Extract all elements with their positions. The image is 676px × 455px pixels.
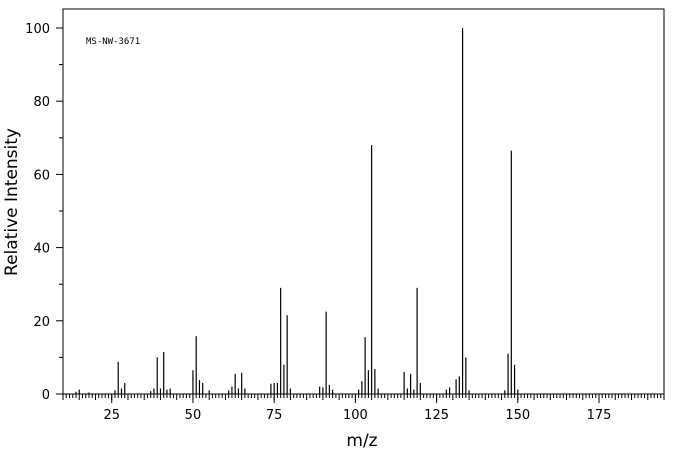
x-minor-ticks [62, 394, 665, 400]
spectrum-peaks [75, 28, 519, 394]
y-tick-label: 20 [33, 315, 50, 330]
y-axis-title: Relative Intensity [2, 128, 22, 276]
x-tick-label: 75 [266, 408, 283, 423]
x-tick-label: 150 [505, 408, 530, 423]
x-axis-ticks: 25 50 75 100 125 150 175 [103, 394, 611, 423]
x-tick-label: 50 [185, 408, 202, 423]
x-tick-label: 100 [343, 408, 368, 423]
y-tick-label: 40 [33, 242, 50, 257]
y-tick-label: 60 [33, 168, 50, 183]
y-tick-label: 80 [33, 95, 50, 110]
x-tick-label: 175 [587, 408, 612, 423]
x-tick-label: 25 [103, 408, 120, 423]
y-tick-label: 100 [25, 22, 50, 37]
y-tick-label: 0 [42, 388, 50, 403]
spectrum-id-annotation: MS-NW-3671 [86, 37, 140, 47]
x-axis-title: m/z [346, 431, 377, 451]
plot-frame [62, 8, 665, 395]
x-tick-label: 125 [424, 408, 449, 423]
y-axis-ticks: 0 20 40 60 80 100 [25, 22, 63, 403]
